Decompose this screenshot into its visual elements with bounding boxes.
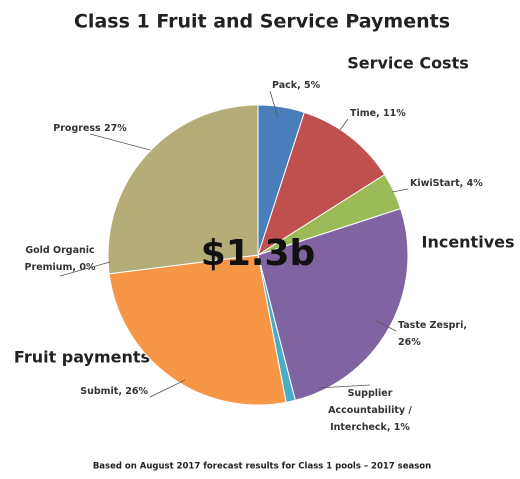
pie-slice	[108, 254, 287, 406]
annotation: Incentives	[421, 233, 514, 252]
label-line: Premium, 0%	[25, 262, 96, 273]
annotation: Fruit payments	[14, 348, 150, 367]
footnote: Based on August 2017 forecast results fo…	[93, 462, 431, 472]
label-line: Time, 11%	[350, 108, 406, 119]
leader-line	[317, 384, 371, 389]
leader-line	[89, 133, 151, 151]
center-label: $1.3b	[201, 233, 316, 274]
leader-line	[391, 188, 409, 193]
label-line: Progress 27%	[53, 123, 127, 134]
label-line: Gold Organic	[25, 245, 94, 256]
slice-label: Pack, 5%	[272, 80, 321, 91]
leader-line	[269, 90, 279, 119]
chart-title: Class 1 Fruit and Service Payments	[74, 11, 450, 33]
annotation: Service Costs	[347, 54, 469, 73]
slice-label: Taste Zespri, 26%	[398, 320, 467, 348]
label-line: 26%	[398, 337, 421, 348]
slice-label: Submit, 26%	[80, 386, 148, 397]
label-line: Submit, 26%	[80, 386, 148, 397]
pie-slice	[257, 111, 386, 257]
label-line: Taste Zespri,	[398, 320, 467, 331]
pie	[107, 104, 409, 406]
labels: Pack, 5% Time, 11% KiwiStart, 4% Taste Zesp…	[25, 80, 484, 433]
label-line: Pack, 5%	[272, 80, 321, 91]
slice-label: KiwiStart, 4%	[410, 178, 483, 189]
slice-label: Progress 27%	[53, 123, 127, 134]
leader-line	[374, 319, 397, 332]
label-line: Accountability /	[328, 405, 412, 416]
leader-line	[149, 379, 186, 398]
label-line: Supplier	[348, 388, 393, 399]
label-line: Intercheck, 1%	[330, 422, 410, 433]
pie-slice	[107, 104, 259, 275]
slice-label: Supplier Accountability / Intercheck, 1%	[328, 388, 412, 433]
slice-label: Time, 11%	[350, 108, 406, 119]
label-line: KiwiStart, 4%	[410, 178, 483, 189]
leader-line	[59, 261, 111, 277]
slice-label: Gold Organic Premium, 0%	[25, 245, 96, 273]
leader-line	[339, 118, 349, 131]
